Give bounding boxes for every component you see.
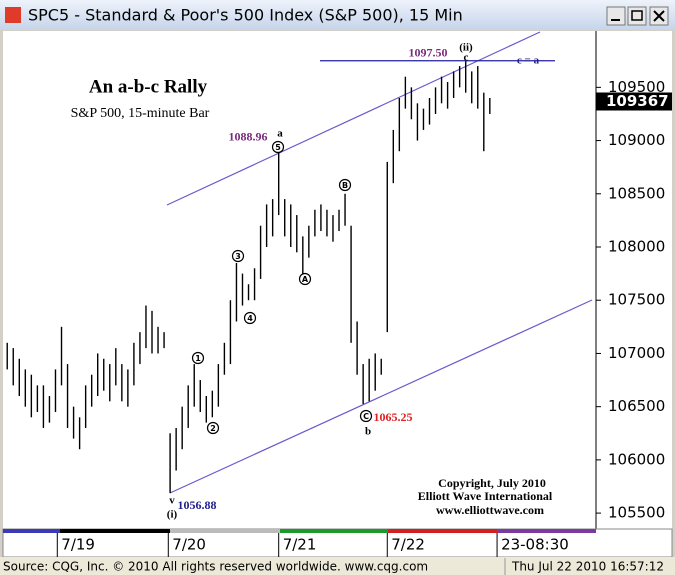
wave-circle [206,421,220,435]
status-source: Source: CQG, Inc. © 2010 All rights rese… [3,560,428,574]
wave-circle [191,351,205,365]
wave-circle-label: 2 [210,424,216,433]
price-label: 1088.96 [229,129,268,143]
y-tick-label: 105500 [608,504,665,522]
wave-circle-label: 1 [195,354,201,363]
wave-label: (ii) [459,42,473,54]
y-tick-label: 107000 [608,344,665,362]
channel-line [169,299,593,494]
plot-area [3,31,672,529]
wave-circle-label: 3 [235,252,241,261]
wave-circle [271,140,285,154]
x-tick-label: 23-08:30 [501,536,569,554]
copyright: Elliott Wave International [418,489,553,503]
wave-label: (i) [167,509,178,521]
price-label: 1056.88 [178,498,217,512]
wave-circle [359,409,373,423]
maximize-button[interactable] [627,6,647,26]
wave-circle [231,249,245,263]
y-tick-label: 106500 [608,397,665,415]
window-title: SPC5 - Standard & Poor's 500 Index (S&P … [28,6,463,25]
y-tick-label: 108000 [608,238,665,256]
x-tick-label: 7/21 [283,536,317,554]
copyright: Copyright, July 2010 [438,476,546,490]
wave-label: b [365,426,371,438]
wave-label: c [464,52,469,64]
minimize-button[interactable] [606,6,626,26]
wave-label: a [277,128,283,140]
price-label: 1065.25 [374,410,413,424]
wave-circle-label: C [363,412,369,421]
wave-circle [243,311,257,325]
y-tick-label: 109500 [608,78,665,96]
wave-circle-label: B [342,181,348,190]
time-bar [2,528,673,558]
last-price-box [596,92,672,111]
x-tick-label: 7/19 [61,536,95,554]
app-icon [5,7,21,23]
status-time: Thu Jul 22 2010 16:57:12 [511,560,664,574]
wave-circle [298,272,312,286]
y-tick-label: 108500 [608,184,665,202]
last-price-label: 109367 [606,92,669,110]
x-tick-label: 7/20 [172,536,206,554]
x-tick-label: 7/22 [391,536,425,554]
chart-title: An a-b-c Rally [89,76,208,97]
y-tick-label: 106000 [608,450,665,468]
wave-circle-label: 4 [247,314,253,323]
y-tick-label: 107500 [608,291,665,309]
price-label: 1097.50 [409,45,448,59]
wave-circle-label: A [302,275,309,284]
wave-label: c = a [517,55,540,67]
wave-circle-label: 5 [275,143,281,152]
copyright: www.elliottwave.com [436,503,544,517]
wave-circle [338,178,352,192]
chart-subtitle: S&P 500, 15-minute Bar [71,106,210,121]
status-bar [0,557,675,575]
title-bar [0,0,675,30]
wave-label: v [169,495,175,507]
y-tick-label: 109000 [608,131,665,149]
window-buttons [606,6,669,26]
